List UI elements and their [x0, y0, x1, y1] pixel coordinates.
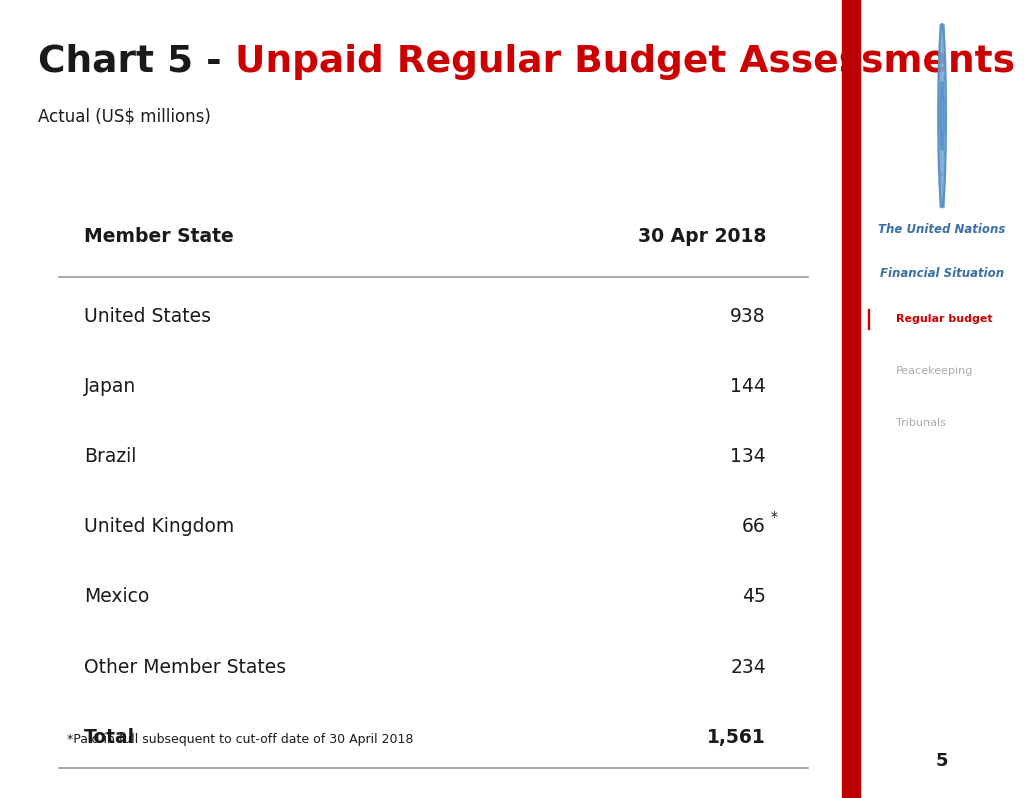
- Polygon shape: [938, 24, 946, 207]
- Text: 234: 234: [730, 658, 766, 677]
- Text: Brazil: Brazil: [84, 447, 136, 466]
- Text: Peacekeeping: Peacekeeping: [896, 366, 974, 376]
- Text: Tribunals: Tribunals: [896, 418, 946, 428]
- Text: 144: 144: [730, 377, 766, 396]
- Text: Other Member States: Other Member States: [84, 658, 287, 677]
- Text: United Kingdom: United Kingdom: [84, 517, 234, 536]
- Text: 45: 45: [742, 587, 766, 606]
- Text: Regular budget: Regular budget: [896, 314, 993, 324]
- Text: Actual (US$ millions): Actual (US$ millions): [38, 108, 211, 126]
- Text: Unpaid Regular Budget Assessments: Unpaid Regular Budget Assessments: [234, 44, 1015, 80]
- Text: *: *: [770, 510, 777, 524]
- Text: Japan: Japan: [84, 377, 136, 396]
- Text: *Paid in full subsequent to cut-off date of 30 April 2018: *Paid in full subsequent to cut-off date…: [68, 733, 414, 746]
- Text: Chart 5 -: Chart 5 -: [38, 44, 234, 80]
- Text: 938: 938: [730, 306, 766, 326]
- Text: United States: United States: [84, 306, 211, 326]
- Text: 5: 5: [936, 752, 948, 770]
- Text: 1,561: 1,561: [708, 728, 766, 747]
- Text: Financial Situation: Financial Situation: [880, 267, 1005, 280]
- Text: 134: 134: [730, 447, 766, 466]
- Text: The United Nations: The United Nations: [879, 223, 1006, 236]
- Text: 30 Apr 2018: 30 Apr 2018: [638, 227, 766, 247]
- Text: Total: Total: [84, 728, 135, 747]
- Text: Mexico: Mexico: [84, 587, 150, 606]
- Text: 66: 66: [742, 517, 766, 536]
- Text: Member State: Member State: [84, 227, 233, 247]
